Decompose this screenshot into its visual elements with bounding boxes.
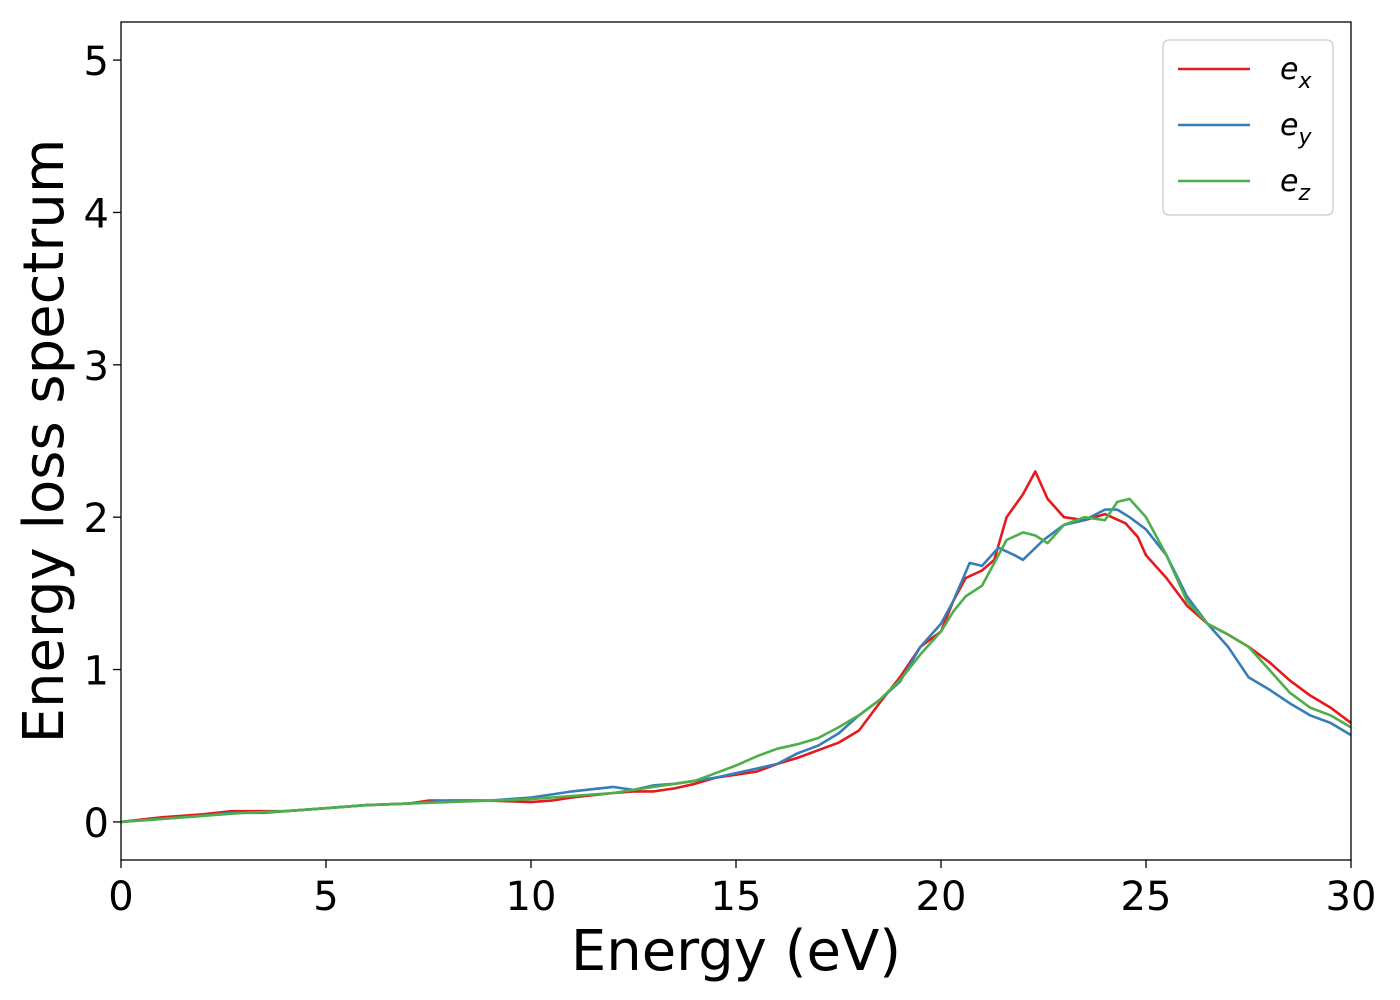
- series-lines: [120, 470, 1352, 824]
- x-tick-label: 5: [313, 874, 338, 920]
- y-tick-label: 1: [84, 649, 109, 695]
- y-tick-label: 2: [84, 496, 109, 542]
- y-tick-label: 4: [84, 191, 109, 237]
- legend-label-sub: x: [1297, 69, 1312, 94]
- y-tick-label: 3: [84, 344, 109, 390]
- legend-label-base: e: [1280, 164, 1298, 199]
- x-tick-label: 0: [108, 874, 133, 920]
- legend-label-sub: y: [1297, 125, 1312, 150]
- legend-label-base: e: [1280, 108, 1298, 143]
- legend-box: [1162, 39, 1334, 216]
- series-line-z: [120, 497, 1352, 824]
- x-tick-label: 10: [506, 874, 557, 920]
- x-tick-label: 30: [1326, 874, 1377, 920]
- x-tick-label: 25: [1121, 874, 1172, 920]
- legend-label-x: ex: [1280, 52, 1312, 94]
- x-tick-label: 15: [711, 874, 762, 920]
- x-axis-ticks: 0 5 10 15 20 25 30: [108, 860, 1376, 920]
- legend-label-base: e: [1280, 52, 1298, 87]
- x-tick-label: 20: [916, 874, 967, 920]
- y-axis-ticks: 0 1 2 3 4 5: [84, 39, 121, 847]
- legend-label-y: ey: [1280, 108, 1312, 150]
- y-tick-label: 0: [84, 801, 109, 847]
- plot-area: [121, 22, 1351, 860]
- legend-label-sub: z: [1297, 181, 1310, 206]
- y-tick-label: 5: [84, 39, 109, 85]
- legend-label-z: ez: [1280, 164, 1310, 206]
- x-axis-label: Energy (eV): [571, 919, 901, 984]
- y-axis-label: Energy loss spectrum: [12, 139, 77, 744]
